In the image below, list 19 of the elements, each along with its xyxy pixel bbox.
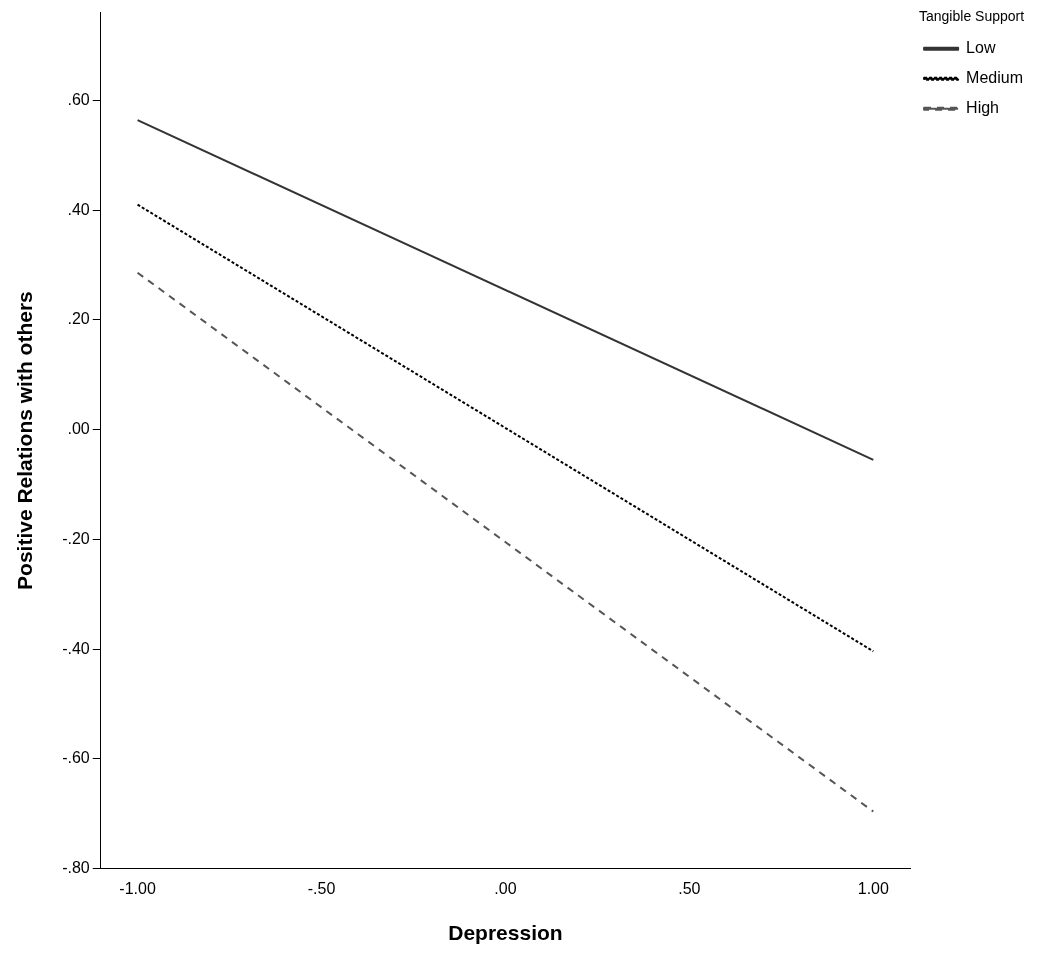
y-tick-label: .40	[67, 200, 90, 218]
y-tick-label: -.20	[62, 529, 90, 547]
legend-label: Medium	[966, 69, 1023, 87]
y-tick-label: -.40	[62, 639, 90, 657]
legend-label: High	[966, 99, 999, 117]
legend-title: Tangible Support	[919, 7, 1025, 24]
y-tick-label: .00	[67, 420, 90, 438]
y-tick-label: .20	[67, 310, 90, 328]
x-tick-label: .00	[494, 879, 517, 897]
x-axis-title: Depression	[448, 921, 563, 945]
x-tick-label: .50	[678, 879, 701, 897]
y-axis-title: Positive Relations with others	[13, 291, 37, 590]
y-tick-label: .60	[67, 90, 90, 108]
x-tick-label: 1.00	[857, 879, 889, 897]
y-tick-label: -.80	[62, 859, 90, 877]
x-tick-label: -.50	[307, 879, 336, 897]
x-tick-label: -1.00	[119, 879, 156, 897]
y-tick-label: -.60	[62, 749, 90, 767]
legend-label: Low	[966, 39, 996, 57]
